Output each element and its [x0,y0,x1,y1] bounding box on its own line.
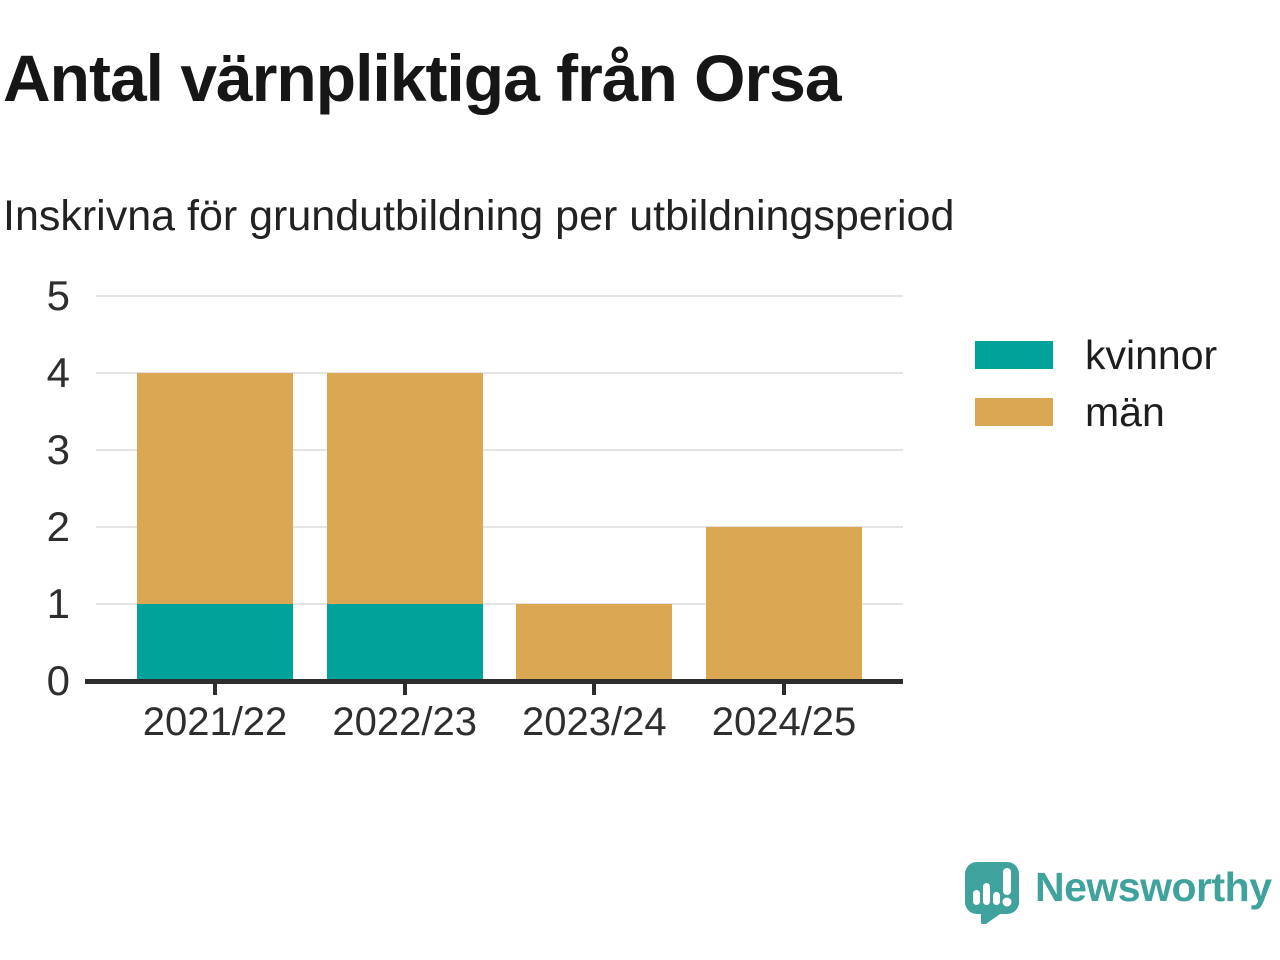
y-axis-tick-label: 5 [46,272,70,319]
bar-segment-män [706,527,862,681]
gridline [96,295,903,297]
newsworthy-logo-icon [963,860,1021,924]
x-axis-tick [213,683,217,695]
x-axis-tick-label: 2023/24 [522,700,667,744]
legend-swatch-kvinnor [975,341,1053,369]
chart-title: Antal värnpliktiga från Orsa [3,41,842,115]
gridline [96,603,903,605]
bar-segment-män [326,373,483,604]
x-axis-tick-label: 2021/22 [142,700,288,744]
newsworthy-logo: Newsworthy [963,860,1272,924]
bar-chart-plot-area: 2021/22 2022/23 2023/24 2024/25 [85,295,903,744]
x-axis-tick [592,683,597,695]
y-axis-tick-label: 1 [46,580,70,627]
y-axis-tick-label: 3 [46,426,70,473]
legend-item-kvinnor: kvinnor [975,334,1217,375]
gridline [96,372,903,374]
gridline [96,449,903,451]
bar-segment-män [516,604,673,681]
y-axis-tick-label: 2 [46,503,70,550]
y-axis-tick-label: 4 [46,349,70,396]
y-axis: 0 1 2 3 4 5 [0,275,70,702]
x-axis-tick [402,683,407,695]
x-axis-line [85,679,903,684]
legend-label-man: män [1085,388,1165,435]
legend: kvinnor män [975,334,1217,454]
y-axis-tick-label: 0 [46,657,70,704]
x-axis-tick-label: 2022/23 [332,700,477,744]
x-axis-tick [782,683,786,695]
legend-swatch-man [975,398,1053,426]
chart-subtitle: Inskrivna för grundutbildning per utbild… [3,192,955,240]
x-axis-tick-label: 2024/25 [711,700,857,744]
bar-segment-kvinnor [137,604,293,681]
bar-segment-kvinnor [326,604,483,681]
legend-item-man: män [975,391,1217,432]
bar-segment-män [137,373,293,604]
newsworthy-logo-text: Newsworthy [1035,863,1272,910]
legend-label-kvinnor: kvinnor [1085,331,1218,378]
gridline [96,526,903,528]
